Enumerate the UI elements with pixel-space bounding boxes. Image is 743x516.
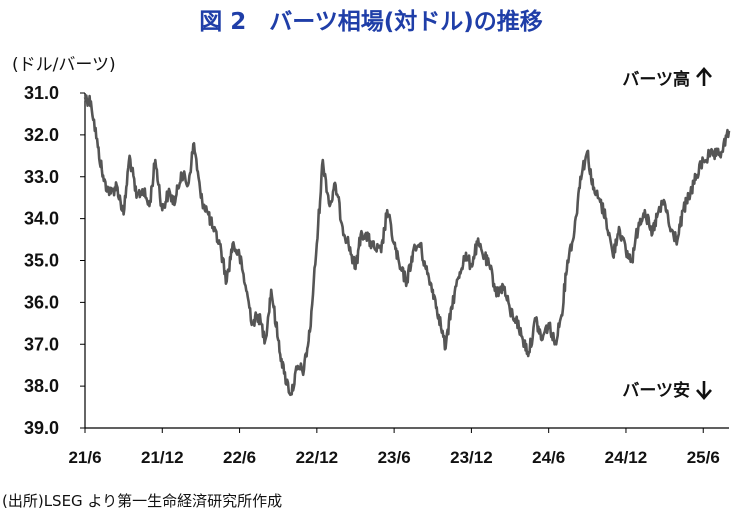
y-tick-label: 31.0 bbox=[24, 83, 59, 103]
y-tick-label: 33.0 bbox=[24, 167, 59, 187]
x-tick-label: 23/6 bbox=[378, 448, 411, 467]
y-axis-unit-label: (ドル/バーツ) bbox=[12, 55, 116, 75]
series-line bbox=[83, 94, 731, 397]
chart-title: 図 2 バーツ相場(対ドル)の推移 bbox=[199, 9, 543, 35]
annotation-baht-strong: バーツ高 bbox=[622, 69, 690, 90]
y-tick-label: 32.0 bbox=[24, 125, 59, 145]
x-tick-label: 25/6 bbox=[687, 448, 720, 467]
x-tick-label: 21/6 bbox=[68, 448, 101, 467]
x-tick-label: 24/12 bbox=[605, 448, 648, 467]
source-note: (出所)LSEG より第一生命経済研究所作成 bbox=[2, 492, 282, 510]
x-tick-label: 21/12 bbox=[141, 448, 184, 467]
arrow-up-icon bbox=[696, 67, 712, 86]
y-tick-label: 39.0 bbox=[24, 418, 59, 438]
y-tick-label: 37.0 bbox=[24, 334, 59, 354]
x-tick-label: 22/6 bbox=[223, 448, 256, 467]
y-tick-label: 38.0 bbox=[24, 376, 59, 396]
y-tick-label: 35.0 bbox=[24, 251, 59, 271]
x-tick-label: 23/12 bbox=[450, 448, 493, 467]
x-tick-label: 22/12 bbox=[296, 448, 339, 467]
arrow-down-icon bbox=[696, 381, 712, 400]
x-tick-label: 24/6 bbox=[532, 448, 565, 467]
y-tick-label: 34.0 bbox=[24, 209, 59, 229]
annotation-baht-weak: バーツ安 bbox=[622, 380, 690, 401]
y-tick-label: 36.0 bbox=[24, 292, 59, 312]
